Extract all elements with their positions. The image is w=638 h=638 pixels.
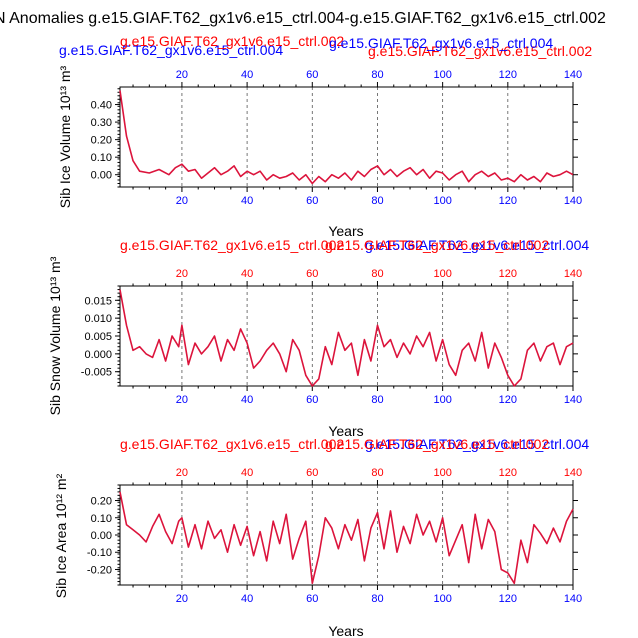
- series-line: [119, 289, 574, 387]
- x-top-tick-label: 100: [433, 268, 451, 280]
- y-axis: 0.015 0.010 0.005 0.000 -0.005: [81, 285, 578, 387]
- case-right-label: g.e15.GIAF.T62_gx1v6.e15_ctrl.004: [365, 237, 589, 253]
- x-bottom-tick-label: 40: [241, 195, 253, 207]
- x-axis-top: 20 40 60 80 100 120 140: [132, 69, 582, 87]
- y-tick-label: 0.00: [91, 170, 112, 182]
- x-bottom-tick-label: 20: [176, 394, 188, 406]
- x-bottom-tick-label: 120: [499, 195, 517, 207]
- y-tick-label: 0.005: [84, 331, 112, 343]
- x-bottom-tick-label: 80: [371, 195, 383, 207]
- x-top-tick-label: 120: [499, 69, 517, 81]
- x-bottom-tick-label: 100: [433, 195, 451, 207]
- grid-lines: [181, 485, 509, 585]
- x-axis-label: Years: [328, 623, 363, 638]
- x-top-tick-label: 20: [176, 69, 188, 81]
- case-center-label-bottom: g.e15.GIAF.T62_gx1v6.e15_ctrl.004: [329, 35, 553, 51]
- y-axis-label: Sib Snow Volume 10¹³ m³: [47, 256, 63, 415]
- x-axis-label: Years: [328, 423, 363, 439]
- x-top-tick-label: 20: [176, 467, 188, 479]
- y-tick-label: 0.40: [91, 100, 112, 112]
- y-tick-label: -0.20: [87, 564, 112, 576]
- x-bottom-tick-label: 140: [564, 593, 582, 605]
- x-top-tick-label: 40: [241, 268, 253, 280]
- x-top-tick-label: 140: [564, 268, 582, 280]
- y-axis-label: Sib Ice Volume 10¹³ m³: [57, 65, 73, 208]
- case-right-label: g.e15.GIAF.T62_gx1v6.e15_ctrl.002: [368, 43, 592, 59]
- y-tick-label: 0.015: [84, 295, 112, 307]
- x-bottom-tick-label: 80: [371, 394, 383, 406]
- case-left-label: g.e15.GIAF.T62_gx1v6.e15_ctrl.004: [59, 42, 283, 58]
- x-top-tick-label: 80: [371, 467, 383, 479]
- x-bottom-tick-label: 140: [564, 394, 582, 406]
- case-right-label: g.e15.GIAF.T62_gx1v6.e15_ctrl.004: [365, 436, 589, 452]
- y-tick-label: 0.000: [84, 349, 112, 361]
- plot-frame: [119, 484, 574, 586]
- x-bottom-tick-label: 140: [564, 195, 582, 207]
- x-axis-label: Years: [328, 223, 363, 239]
- x-axis-top: 20 40 60 80 100 120 140: [132, 268, 582, 286]
- x-axis-bottom: 20 40 60 80 100 120 140: [132, 187, 582, 207]
- y-tick-label: 0.30: [91, 117, 112, 129]
- plot-frame: [119, 285, 574, 387]
- x-top-tick-label: 80: [371, 69, 383, 81]
- x-top-tick-label: 40: [241, 69, 253, 81]
- series-line: [119, 90, 574, 185]
- y-axis-label: Sib Ice Area 10¹² m²: [53, 473, 69, 598]
- x-bottom-tick-label: 40: [241, 593, 253, 605]
- x-top-tick-label: 140: [564, 69, 582, 81]
- case-center-label-top: g.e15.GIAF.T62_gx1v6.e15_ctrl.002: [120, 33, 344, 49]
- panel-ice-volume: g.e15.GIAF.T62_gx1v6.e15_ctrl.004 g.e15.…: [57, 33, 592, 239]
- y-tick-label: 0.10: [91, 513, 112, 525]
- case-left-label: g.e15.GIAF.T62_gx1v6.e15_ctrl.002: [120, 436, 344, 452]
- x-top-tick-label: 140: [564, 467, 582, 479]
- y-axis: 0.20 0.10 0.00 -0.10 -0.20: [87, 484, 578, 586]
- x-bottom-tick-label: 120: [499, 593, 517, 605]
- y-tick-label: 0.10: [91, 152, 112, 164]
- x-top-tick-label: 60: [306, 467, 318, 479]
- case-center-label: g.e15.GIAF.T62_gx1v6.e15_ctrl.002: [325, 237, 549, 253]
- x-top-tick-label: 20: [176, 268, 188, 280]
- x-top-tick-label: 80: [371, 268, 383, 280]
- grid-lines: [181, 87, 509, 187]
- y-tick-label: 0.20: [91, 135, 112, 147]
- x-top-tick-label: 120: [499, 268, 517, 280]
- x-bottom-tick-label: 60: [306, 195, 318, 207]
- x-top-tick-label: 60: [306, 268, 318, 280]
- x-bottom-tick-label: 120: [499, 394, 517, 406]
- y-tick-label: -0.005: [81, 367, 112, 379]
- case-center-label: g.e15.GIAF.T62_gx1v6.e15_ctrl.002: [325, 436, 549, 452]
- series-line: [119, 491, 574, 585]
- x-top-tick-label: 100: [433, 467, 451, 479]
- x-bottom-tick-label: 60: [306, 593, 318, 605]
- x-axis-bottom: 20 40 60 80 100 120 140: [132, 386, 582, 406]
- x-top-tick-label: 100: [433, 69, 451, 81]
- y-tick-label: -0.10: [87, 547, 112, 559]
- y-tick-label: 0.010: [84, 313, 112, 325]
- x-bottom-tick-label: 40: [241, 394, 253, 406]
- panel-ice-area: g.e15.GIAF.T62_gx1v6.e15_ctrl.002 g.e15.…: [53, 436, 589, 638]
- x-bottom-tick-label: 100: [433, 593, 451, 605]
- x-bottom-tick-label: 60: [306, 394, 318, 406]
- y-axis: 0.40 0.30 0.20 0.10 0.00: [91, 88, 578, 188]
- case-left-label: g.e15.GIAF.T62_gx1v6.e15_ctrl.002: [120, 237, 344, 253]
- x-bottom-tick-label: 20: [176, 593, 188, 605]
- y-tick-label: 0.00: [91, 530, 112, 542]
- x-top-tick-label: 120: [499, 467, 517, 479]
- x-top-tick-label: 60: [306, 69, 318, 81]
- grid-lines: [181, 286, 509, 386]
- panel-snow-volume: g.e15.GIAF.T62_gx1v6.e15_ctrl.002 g.e15.…: [47, 237, 589, 439]
- x-top-tick-label: 40: [241, 467, 253, 479]
- figure-title: N Anomalies g.e15.GIAF.T62_gx1v6.e15_ctr…: [0, 10, 606, 27]
- plot-frame: [119, 86, 574, 188]
- x-bottom-tick-label: 80: [371, 593, 383, 605]
- x-axis-top: 20 40 60 80 100 120 140: [132, 467, 582, 485]
- y-tick-label: 0.20: [91, 496, 112, 508]
- x-bottom-tick-label: 100: [433, 394, 451, 406]
- x-axis-bottom: 20 40 60 80 100 120 140: [132, 585, 582, 605]
- x-bottom-tick-label: 20: [176, 195, 188, 207]
